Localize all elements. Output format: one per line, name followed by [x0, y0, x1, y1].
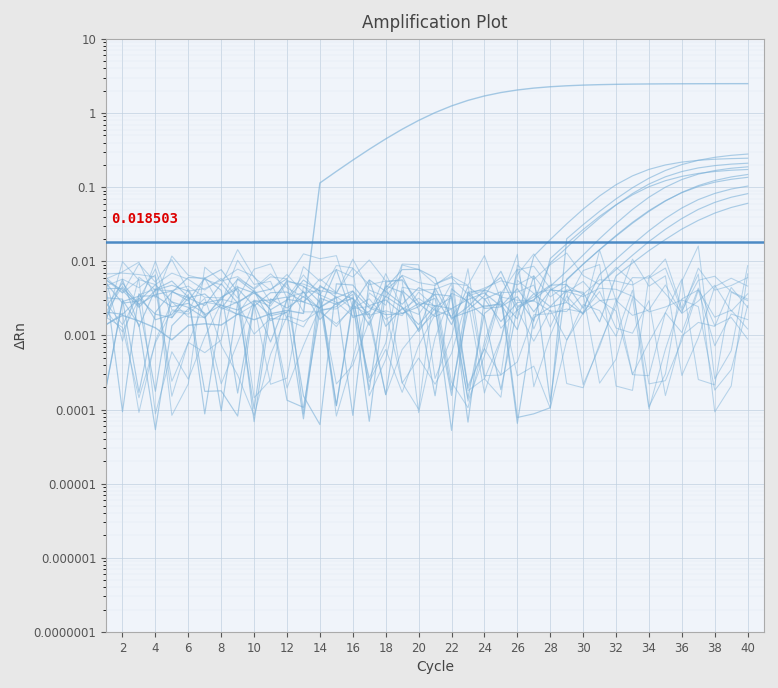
Text: 0.018503: 0.018503 — [111, 213, 178, 226]
Y-axis label: ΔRn: ΔRn — [14, 321, 28, 350]
Title: Amplification Plot: Amplification Plot — [363, 14, 508, 32]
X-axis label: Cycle: Cycle — [416, 660, 454, 674]
